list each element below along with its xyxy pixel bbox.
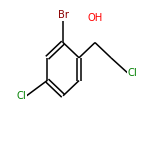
Text: Cl: Cl [17, 91, 27, 101]
Text: Cl: Cl [128, 68, 137, 78]
Text: OH: OH [87, 13, 103, 23]
Text: Br: Br [58, 10, 69, 20]
